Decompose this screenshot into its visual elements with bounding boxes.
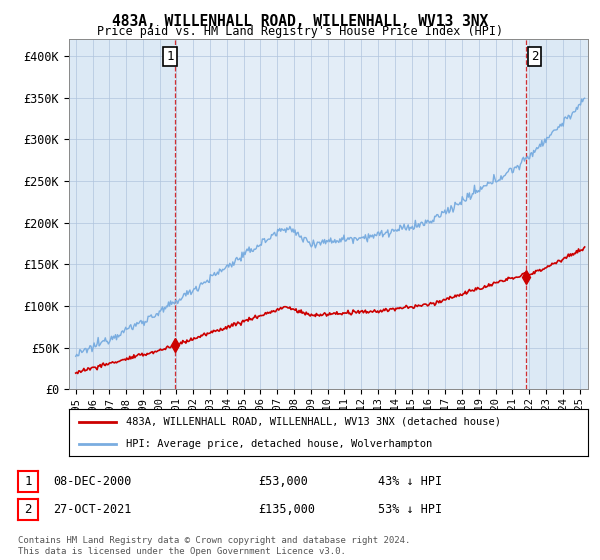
Text: 2: 2	[531, 50, 538, 63]
Text: £53,000: £53,000	[258, 475, 308, 488]
Text: Contains HM Land Registry data © Crown copyright and database right 2024.
This d: Contains HM Land Registry data © Crown c…	[18, 536, 410, 556]
Text: 43% ↓ HPI: 43% ↓ HPI	[378, 475, 442, 488]
Text: Price paid vs. HM Land Registry's House Price Index (HPI): Price paid vs. HM Land Registry's House …	[97, 25, 503, 38]
Text: 08-DEC-2000: 08-DEC-2000	[53, 475, 131, 488]
Text: 1: 1	[166, 50, 174, 63]
Text: 27-OCT-2021: 27-OCT-2021	[53, 503, 131, 516]
Text: 1: 1	[24, 475, 32, 488]
Text: HPI: Average price, detached house, Wolverhampton: HPI: Average price, detached house, Wolv…	[126, 438, 433, 449]
Text: 483A, WILLENHALL ROAD, WILLENHALL, WV13 3NX: 483A, WILLENHALL ROAD, WILLENHALL, WV13 …	[112, 14, 488, 29]
Text: 53% ↓ HPI: 53% ↓ HPI	[378, 503, 442, 516]
Text: 483A, WILLENHALL ROAD, WILLENHALL, WV13 3NX (detached house): 483A, WILLENHALL ROAD, WILLENHALL, WV13 …	[126, 417, 501, 427]
Text: £135,000: £135,000	[258, 503, 315, 516]
Text: 2: 2	[24, 503, 32, 516]
Bar	[175, 39, 526, 389]
